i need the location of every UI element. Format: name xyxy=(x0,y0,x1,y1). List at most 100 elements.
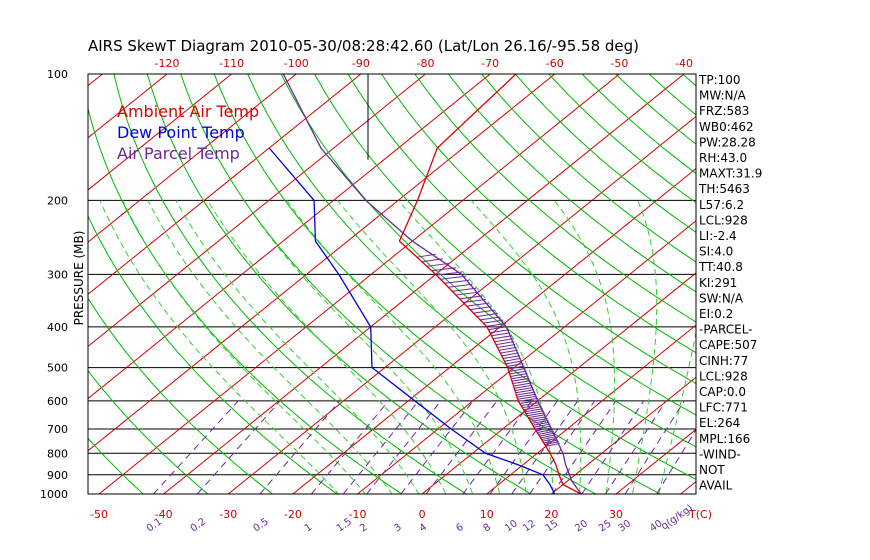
y-tick-label-600: 600 xyxy=(47,395,68,408)
cape-hatch-line xyxy=(513,382,532,387)
mixing-ratio-label: 4 xyxy=(418,522,430,535)
mixing-ratio-line xyxy=(196,400,281,494)
cape-hatch-line xyxy=(540,434,556,439)
cape-hatch-line xyxy=(520,402,540,407)
dry-adiabat-line xyxy=(146,74,532,494)
stat-2: FRZ:583 xyxy=(699,104,749,118)
dry-adiabat-line xyxy=(88,106,403,494)
stat-18: CINH:77 xyxy=(699,354,748,368)
cape-hatch xyxy=(416,253,560,447)
mixing-ratio-line xyxy=(624,400,685,494)
y-tick-label-300: 300 xyxy=(47,268,68,281)
cape-hatch-line xyxy=(497,344,516,349)
dry-adiabat-line xyxy=(759,55,870,503)
cape-hatch-line xyxy=(488,326,508,331)
cape-hatch-line xyxy=(494,338,513,343)
cape-hatch-line xyxy=(525,410,544,415)
cape-hatch-line xyxy=(530,418,548,422)
x-top-tick-label: -60 xyxy=(546,57,564,70)
cape-hatch-line xyxy=(500,349,518,354)
mixing-ratio-label: 6 xyxy=(454,522,466,535)
isotherm-line xyxy=(421,272,696,494)
mixing-ratio-line xyxy=(342,400,420,494)
cape-hatch-line xyxy=(492,335,512,340)
moist-adiabat-line xyxy=(175,200,420,494)
cape-hatch-line xyxy=(476,313,498,318)
cape-hatch-line xyxy=(452,287,477,292)
x-top-tick-label: -100 xyxy=(284,57,309,70)
cape-hatch-line xyxy=(527,412,545,417)
stat-0: TP:100 xyxy=(698,73,741,87)
profile-series xyxy=(268,74,582,494)
moist-adiabat-line xyxy=(398,200,554,494)
cape-hatch-line xyxy=(480,316,501,321)
cape-hatch-line xyxy=(470,306,492,311)
cape-hatch-line xyxy=(519,400,539,405)
cape-hatch-line xyxy=(545,442,560,447)
x-bottom-tick-label: 0 xyxy=(419,508,426,521)
cape-hatch-line xyxy=(522,404,541,409)
moist-adiabat-line xyxy=(147,200,393,494)
cape-hatch-line xyxy=(448,283,473,288)
cape-hatch-line xyxy=(440,275,466,280)
cape-hatch-line xyxy=(510,372,528,377)
cape-hatch-line xyxy=(516,393,537,398)
x-top-tick-label: -110 xyxy=(219,57,244,70)
cape-hatch-line xyxy=(491,332,511,337)
dry-adiabat-line xyxy=(414,74,696,323)
cape-hatch-line xyxy=(539,432,555,437)
mixing-ratio-label: 20 xyxy=(573,518,590,534)
x-top-tick-label: -120 xyxy=(155,57,180,70)
stat-4: PW:28.28 xyxy=(699,135,756,149)
isotherm-line xyxy=(88,74,556,452)
cape-hatch-line xyxy=(532,421,550,426)
cape-hatch-line xyxy=(537,429,554,434)
cape-hatch-line xyxy=(541,436,557,441)
x-bottom-tick-label: -30 xyxy=(219,508,237,521)
cape-hatch-line xyxy=(544,441,559,446)
x-bottom-tick-label: 10 xyxy=(480,508,494,521)
mixing-ratio-label: 3 xyxy=(392,522,404,535)
x-bottom-tick-label: -40 xyxy=(155,508,173,521)
cape-hatch-line xyxy=(524,408,543,413)
y-tick-label-500: 500 xyxy=(47,362,68,375)
cape-hatch-line xyxy=(529,416,547,421)
isotherm-line xyxy=(98,74,620,494)
dry-adiabat-line xyxy=(88,369,209,494)
y-tick-label-1000: 1000 xyxy=(40,488,68,501)
isotherm-line xyxy=(88,74,297,243)
cape-hatch-line xyxy=(533,423,551,428)
stat-12: TT:40.8 xyxy=(698,260,743,274)
cape-hatch-line xyxy=(498,346,517,351)
dew-point-temp-line xyxy=(268,147,556,494)
stat-16: -PARCEL- xyxy=(699,323,753,337)
mixing-ratio-line xyxy=(581,400,645,494)
moist-adiabats xyxy=(99,200,696,494)
mixing-ratio-line xyxy=(153,400,239,494)
mixing-ratio-line xyxy=(425,400,498,494)
mixing-ratio-line xyxy=(551,400,617,494)
cape-hatch-line xyxy=(455,291,480,296)
cape-hatch-line xyxy=(508,365,525,370)
dry-adiabat-line xyxy=(280,74,696,448)
stat-6: MAXT:31.9 xyxy=(699,167,762,181)
cape-hatch-line xyxy=(518,397,538,402)
dry-adiabat-line xyxy=(88,297,274,494)
stat-14: SW:N/A xyxy=(699,291,744,305)
stat-19: LCL:928 xyxy=(699,369,748,383)
mixing-ratio-label: 1 xyxy=(303,522,315,535)
chart-grid xyxy=(88,74,696,494)
cape-hatch-line xyxy=(459,295,483,300)
cape-hatch-line xyxy=(505,360,523,365)
x-top-tick-label: -70 xyxy=(481,57,499,70)
x-top-tick-label: -50 xyxy=(610,57,628,70)
legend-dew-point-temp: Dew Point Temp xyxy=(117,123,245,142)
cape-hatch-line xyxy=(528,414,546,419)
stat-22: EL:264 xyxy=(699,416,740,430)
stat-3: WB0:462 xyxy=(699,120,754,134)
stat-9: LCL:928 xyxy=(699,213,748,227)
mixing-ratio-line xyxy=(400,400,474,494)
dry-adiabat-line xyxy=(447,74,696,293)
stat-1: MW:N/A xyxy=(699,89,747,103)
